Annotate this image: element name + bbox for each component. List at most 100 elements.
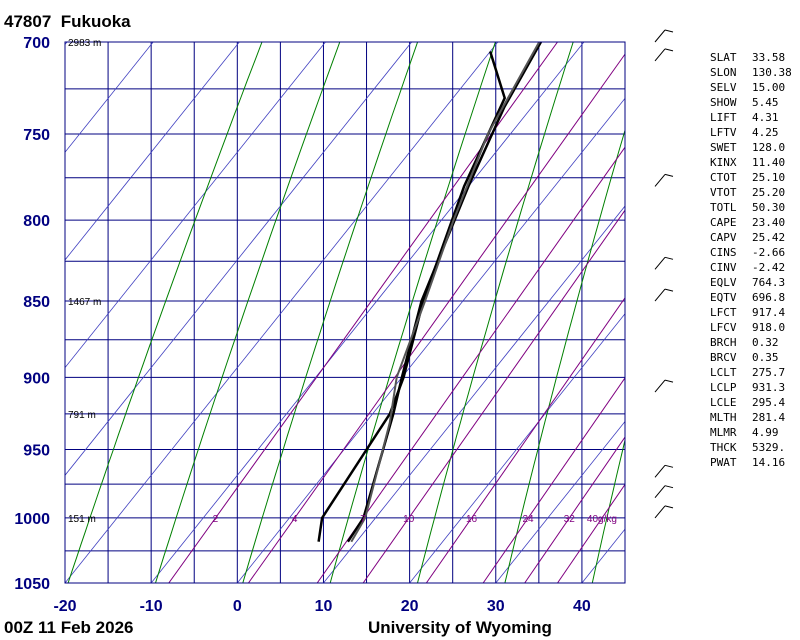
indices-table: SLAT 33.58 SLON 130.38 SELV 15.00 SHOW 5.45 LIFT… [710,50,792,470]
x-tick-label: 40 [573,598,591,615]
index-name: SELV [710,81,737,94]
index-name: KINX [710,156,737,169]
x-tick-label: 10 [315,598,333,615]
mixing-ratio-label: 16 [466,514,478,525]
wind-barb-staff [654,464,666,478]
index-value: 0.32 [752,336,779,349]
index-row: VTOT 25.20 [710,185,792,200]
mixing-ratio-line [362,209,625,583]
mixing-ratio-line [425,297,625,583]
index-value: 4.25 [752,126,779,139]
index-name: BRCV [710,351,737,364]
index-value: 25.42 [752,231,786,244]
skewed-isotherm [65,42,68,46]
dry-adiabat [67,42,263,583]
index-value: 33.58 [752,51,786,64]
skewed-isotherm [150,42,585,583]
profile-dewpoint [317,51,507,542]
index-value: 0.35 [752,351,779,364]
mixing-ratio-label: 7 [360,514,366,525]
mixing-ratio-line [248,53,625,583]
index-value: 5329. [752,441,786,454]
index-row: PWAT 14.16 [710,455,792,470]
index-name: PWAT [710,456,737,469]
dry-adiabat [155,42,341,583]
wind-barb-staff [654,256,666,270]
wind-barb [654,173,674,187]
index-name: EQTV [710,291,737,304]
index-row: BRCV 0.35 [710,350,792,365]
mixing-ratio-label: 24 [522,514,534,525]
x-tick-label: 30 [487,598,505,615]
index-row: CINV -2.42 [710,260,792,275]
index-row: TOTL 50.30 [710,200,792,215]
station-name: Fukuoka [60,12,131,31]
index-value: 295.4 [752,396,786,409]
index-row: LFTV 4.25 [710,125,792,140]
index-row: LFCV 918.0 [710,320,792,335]
index-name: CAPE [710,216,737,229]
index-value: 15.00 [752,81,786,94]
y-tick-label: 850 [23,294,50,311]
index-row: CTOT 25.10 [710,170,792,185]
index-value: 4.99 [752,426,779,439]
index-name: CINV [710,261,737,274]
index-value: 764.3 [752,276,786,289]
chart-title: 47807 Fukuoka [4,12,131,32]
index-name: CAPV [710,231,737,244]
wind-barb [654,464,674,478]
index-value: 11.40 [752,156,786,169]
wind-barb-staff [654,48,666,62]
index-row: LIFT 4.31 [710,110,792,125]
index-row: MLMR 4.99 [710,425,792,440]
wind-barb [654,288,674,302]
mixing-ratio-line [482,377,625,583]
index-row: KINX 11.40 [710,155,792,170]
index-name: CINS [710,246,737,259]
x-tick-label: 0 [233,598,242,615]
wind-barb-flag [664,173,674,177]
y-tick-label: 800 [23,213,50,230]
wind-barb-flag [664,29,674,33]
y-tick-label: 700 [23,35,50,52]
skewed-isotherm [65,42,412,476]
index-name: SHOW [710,96,737,109]
index-value: 130.38 [752,66,792,79]
index-name: SLON [710,66,737,79]
index-name: MLMR [710,426,737,439]
index-name: LCLE [710,396,737,409]
index-value: 696.8 [752,291,786,304]
x-tick-label: 20 [401,598,419,615]
index-row: SHOW 5.45 [710,95,792,110]
mixing-ratio-line [168,42,558,583]
index-row: LCLP 931.3 [710,380,792,395]
index-row: LFCT 917.4 [710,305,792,320]
x-tick-label: -20 [53,598,76,615]
skewed-isotherm [323,205,625,583]
index-value: 25.10 [752,171,786,184]
index-name: VTOT [710,186,737,199]
observation-time: 00Z 11 Feb 2026 [4,618,134,637]
wind-barb-flag [664,485,674,489]
x-tick-label: -10 [140,598,163,615]
index-value: 14.16 [752,456,786,469]
wind-barb [654,48,674,62]
mixing-ratio-line [557,483,625,583]
mixing-ratio-label: 10 [403,514,415,525]
wind-barb-staff [654,379,666,393]
wind-barb-staff [654,29,666,43]
wind-barb [654,256,674,270]
index-name: SWET [710,141,737,154]
height-label: 2983 m [68,38,101,49]
dry-adiabat [329,42,496,583]
y-tick-label: 1050 [14,576,50,593]
mixing-ratio-label: 2 [213,514,219,525]
dry-adiabat [504,128,625,583]
index-row: SWET 128.0 [710,140,792,155]
plot-border [64,41,626,584]
index-name: LIFT [710,111,737,124]
dry-adiabat [242,42,419,583]
index-name: LCLT [710,366,737,379]
index-value: 50.30 [752,201,786,214]
